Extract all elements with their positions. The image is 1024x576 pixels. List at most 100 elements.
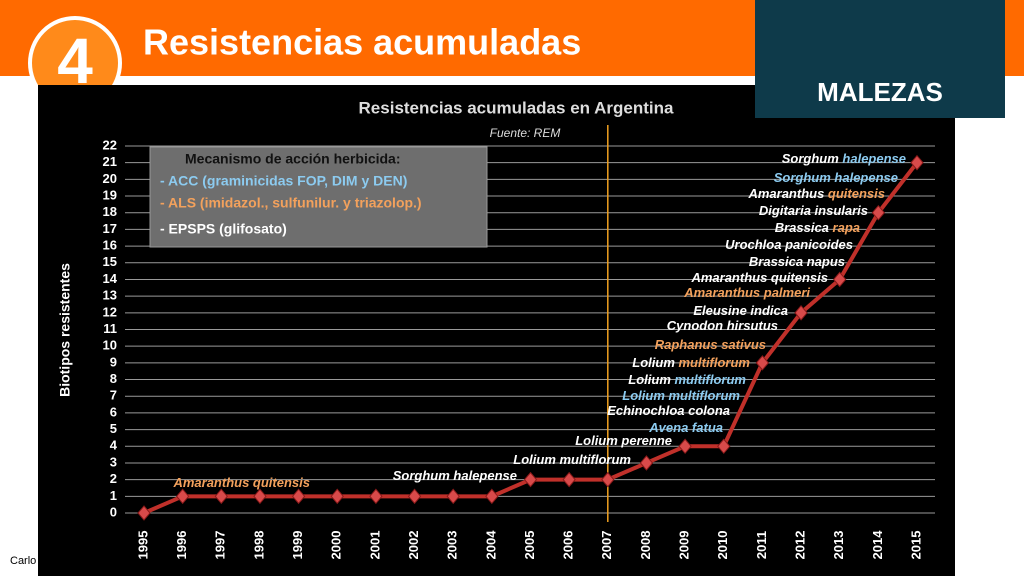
- annotation-part: Lolium: [632, 355, 678, 370]
- legend: Mecanismo de acción herbicida: - ACC (gra…: [149, 146, 488, 248]
- y-tick-label: 12: [103, 304, 117, 319]
- annotation: Cynodon hirsutus: [667, 318, 778, 333]
- y-tick-label: 8: [110, 371, 117, 386]
- chart-subtitle: Fuente: REM: [490, 126, 561, 140]
- annotation: Eleusine indica: [693, 303, 788, 318]
- annotation-part: Cynodon hirsutus: [667, 318, 778, 333]
- annotation-part: Brassica: [775, 220, 833, 235]
- data-marker: [330, 488, 344, 505]
- x-tick-label: 2009: [677, 531, 692, 560]
- annotation: Brassica napus: [749, 254, 845, 269]
- data-marker: [833, 271, 847, 288]
- annotation-part: Lolium perenne: [575, 433, 672, 448]
- y-tick-label: 15: [103, 254, 117, 269]
- annotation-part: Urochloa panicoides: [725, 237, 853, 252]
- annotation-part: Digitaria insularis: [759, 203, 868, 218]
- x-tick-label: 2012: [792, 531, 807, 560]
- data-marker: [871, 204, 886, 221]
- data-marker: [137, 505, 151, 521]
- data-marker: [601, 471, 615, 488]
- legend-title: Mecanismo de acción herbicida:: [185, 151, 401, 167]
- x-tick-label: 1995: [135, 531, 150, 560]
- y-tick-label: 13: [103, 288, 117, 303]
- data-marker: [485, 488, 499, 505]
- annotation: Sorghum halepense: [393, 468, 517, 483]
- x-tick-label: 2010: [715, 531, 730, 560]
- x-tick-label: 2002: [406, 531, 421, 560]
- data-marker: [446, 488, 460, 505]
- x-tick-label: 2014: [870, 530, 885, 560]
- x-tick-label: 2005: [522, 531, 537, 560]
- data-marker: [253, 488, 267, 505]
- x-tick-label: 2011: [754, 531, 769, 559]
- annotation-part: Lolium multiflorum: [513, 452, 631, 467]
- annotation: Avena fatua: [648, 420, 723, 435]
- annotation-part: Amaranthus palmeri: [683, 285, 810, 300]
- annotation: Lolium multiflorum: [628, 372, 746, 387]
- annotation-part: multiflorum: [679, 355, 751, 370]
- x-tick-label: 2008: [638, 531, 653, 560]
- y-axis-label: Biotipos resistentes: [57, 263, 73, 397]
- annotation: Digitaria insularis: [759, 203, 868, 218]
- data-marker: [407, 488, 422, 505]
- data-marker: [214, 488, 228, 505]
- y-tick-label: 22: [103, 137, 117, 152]
- annotation: Lolium multiflorum: [632, 355, 750, 370]
- x-tick-label: 1998: [251, 531, 266, 560]
- annotation-part: Raphanus sativus: [655, 337, 766, 352]
- y-tick-label: 0: [110, 504, 117, 519]
- annotation-part: rapa: [833, 220, 860, 235]
- annotation-part: Sorghum halepense: [774, 170, 898, 185]
- data-marker: [910, 154, 924, 171]
- annotation-part: Sorghum halepense: [393, 468, 517, 483]
- annotation-part: halepense: [842, 151, 906, 166]
- badge-text: MALEZAS: [817, 77, 943, 107]
- data-marker: [175, 488, 190, 505]
- y-tick-label: 9: [110, 354, 117, 369]
- x-tick-label: 1996: [174, 531, 189, 560]
- annotation: Amaranthus palmeri: [683, 285, 810, 300]
- y-tick-label: 1: [110, 488, 117, 503]
- annotation: Lolium multiflorum: [622, 388, 740, 403]
- x-tick-label: 2003: [445, 531, 460, 560]
- annotation: Lolium perenne: [575, 433, 672, 448]
- data-marker: [562, 471, 576, 488]
- data-marker: [639, 455, 654, 471]
- y-tick-label: 18: [103, 204, 117, 219]
- annotation-part: Avena fatua: [648, 420, 723, 435]
- annotation-part: multiflorum: [675, 372, 747, 387]
- legend-entry: - ALS (imidazol., sulfunilur. y triazolo…: [160, 195, 422, 211]
- y-tick-label: 2: [110, 471, 117, 486]
- data-marker: [717, 438, 731, 455]
- annotation-part: quitensis: [828, 186, 885, 201]
- annotation-part: Eleusine indica: [693, 303, 788, 318]
- data-marker: [369, 488, 383, 505]
- annotation-part: Lolium multiflorum: [622, 388, 740, 403]
- annotation: Amaranthus quitensis: [172, 475, 310, 490]
- x-tick-label: 2001: [367, 531, 382, 560]
- data-marker: [794, 305, 808, 321]
- data-marker: [291, 488, 306, 505]
- x-tick-label: 2013: [831, 531, 846, 560]
- y-tick-label: 3: [110, 454, 117, 469]
- annotation: Brassica rapa: [775, 220, 860, 235]
- y-tick-label: 14: [103, 271, 118, 286]
- annotation-part: Echinochloa colona: [607, 403, 730, 418]
- x-tick-label: 2006: [561, 531, 576, 560]
- data-marker: [755, 355, 770, 371]
- annotation: Echinochloa colona: [607, 403, 730, 418]
- annotation-part: Sorghum: [782, 151, 843, 166]
- x-tick-label: 2000: [329, 531, 344, 560]
- y-tick-label: 21: [103, 154, 117, 169]
- y-tick-label: 6: [110, 404, 117, 419]
- y-tick-label: 11: [103, 321, 117, 336]
- annotation-part: Amaranthus quitensis: [172, 475, 310, 490]
- x-tick-label: 2007: [599, 531, 614, 560]
- y-tick-label: 5: [110, 421, 117, 436]
- slide-title: Resistencias acumuladas: [143, 22, 581, 63]
- y-tick-label: 7: [110, 388, 117, 403]
- annotation: Urochloa panicoides: [725, 237, 853, 252]
- y-tick-label: 16: [103, 238, 117, 253]
- x-tick-label: 2015: [908, 531, 923, 560]
- annotation-part: Amaranthus quitensis: [690, 270, 828, 285]
